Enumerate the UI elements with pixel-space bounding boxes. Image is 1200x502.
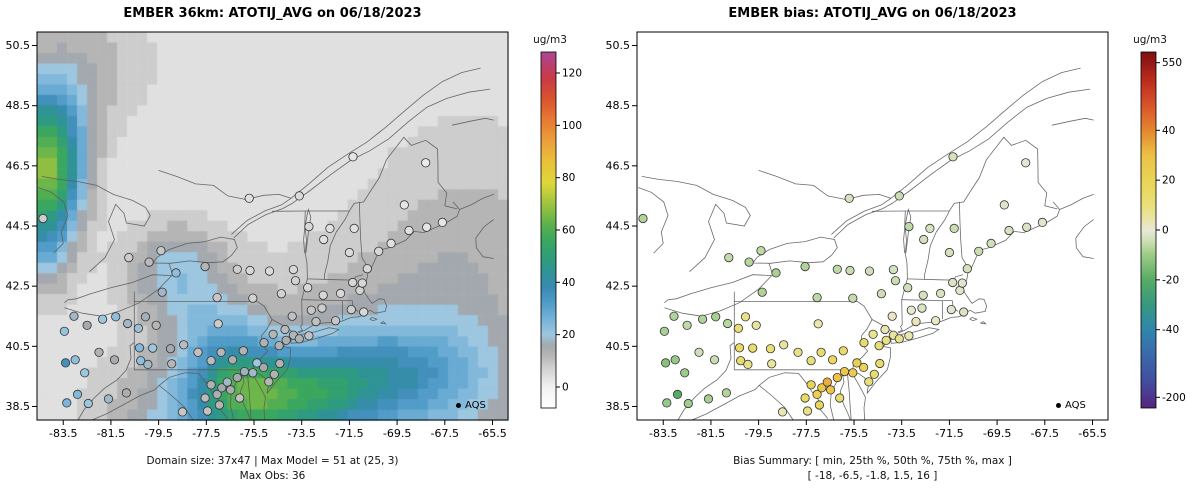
left-caption-maxobs: Max Obs: 36 [239,470,306,482]
svg-text:-67.5: -67.5 [431,427,459,440]
svg-text:120: 120 [562,68,582,80]
aqs-dot-icon [1056,402,1061,408]
svg-text:40.5: 40.5 [606,340,631,353]
right-panel-title: EMBER bias: ATOTIJ_AVG on 06/18/2023 [728,6,1017,21]
svg-text:-79.5: -79.5 [144,427,172,440]
svg-text:-200: -200 [1162,392,1186,404]
left-panel: -83.5 -81.5 -79.5 -77.5 -75.5 -73.5 -71.5 -69.5… [0,0,600,502]
svg-text:42.5: 42.5 [6,280,31,293]
svg-text:40: 40 [562,277,575,289]
aqs-legend-label: AQS [465,399,486,411]
model-raster-canvas [0,0,600,502]
right-panel: -83.5 -81.5 -79.5 -77.5 -75.5 -73.5 -71.5 -69.5… [600,0,1200,502]
svg-text:-77.5: -77.5 [792,427,820,440]
left-colorbar-unit-label: ug/m3 [533,34,567,46]
svg-text:-75.5: -75.5 [240,427,268,440]
svg-text:48.5: 48.5 [6,99,31,112]
svg-text:-65.5: -65.5 [1078,427,1106,440]
right-caption-bias-summary-label: Bias Summary: [ min, 25th %, 50th %, 75t… [733,455,1012,467]
svg-text:-65.5: -65.5 [478,427,506,440]
svg-text:48.5: 48.5 [606,99,631,112]
svg-text:-71.5: -71.5 [335,427,363,440]
svg-text:-81.5: -81.5 [97,427,125,440]
svg-text:46.5: 46.5 [6,159,31,172]
svg-text:50.5: 50.5 [606,39,631,52]
svg-text:-71.5: -71.5 [935,427,963,440]
svg-text:100: 100 [562,120,582,132]
svg-text:40.5: 40.5 [6,340,31,353]
svg-text:46.5: 46.5 [606,159,631,172]
right-colorbar-unit-label: ug/m3 [1133,34,1167,46]
svg-text:38.5: 38.5 [606,400,631,413]
svg-text:-81.5: -81.5 [697,427,725,440]
svg-text:-79.5: -79.5 [744,427,772,440]
left-panel-title: EMBER 36km: ATOTIJ_AVG on 06/18/2023 [123,6,422,21]
svg-text:80: 80 [562,172,575,184]
svg-text:-73.5: -73.5 [887,427,915,440]
svg-text:42.5: 42.5 [606,280,631,293]
svg-text:50.5: 50.5 [6,39,31,52]
svg-text:44.5: 44.5 [606,220,631,233]
svg-text:20: 20 [1162,175,1175,187]
right-aqs-legend: AQS [1056,399,1086,411]
svg-text:44.5: 44.5 [6,220,31,233]
svg-text:-69.5: -69.5 [383,427,411,440]
right-caption-bias-summary-values: [ -18, -6.5, -1.8, 1.5, 16 ] [807,470,938,482]
svg-text:0: 0 [562,381,569,393]
aqs-dot-icon [456,402,461,408]
svg-text:550: 550 [1162,57,1182,69]
left-caption-domain: Domain size: 37x47 | Max Model = 51 at (… [146,455,399,467]
svg-text:-83.5: -83.5 [649,427,677,440]
svg-text:60: 60 [562,225,575,237]
svg-text:-67.5: -67.5 [1031,427,1059,440]
svg-text:-20: -20 [1162,274,1179,286]
svg-text:38.5: 38.5 [6,400,31,413]
svg-text:-83.5: -83.5 [49,427,77,440]
svg-text:-77.5: -77.5 [192,427,220,440]
svg-text:20: 20 [562,329,575,341]
svg-text:-40: -40 [1162,324,1179,336]
left-aqs-legend: AQS [456,399,486,411]
aqs-legend-label: AQS [1065,399,1086,411]
left-map-plot: -83.5 -81.5 -79.5 -77.5 -75.5 -73.5 -71.5 -69.5… [6,31,582,440]
right-map-plot: -83.5 -81.5 -79.5 -77.5 -75.5 -73.5 -71.5 -69.5… [606,31,1186,440]
svg-text:-75.5: -75.5 [840,427,868,440]
svg-text:0: 0 [1162,225,1169,237]
svg-text:-73.5: -73.5 [287,427,315,440]
svg-text:40: 40 [1162,125,1175,137]
svg-text:-69.5: -69.5 [983,427,1011,440]
